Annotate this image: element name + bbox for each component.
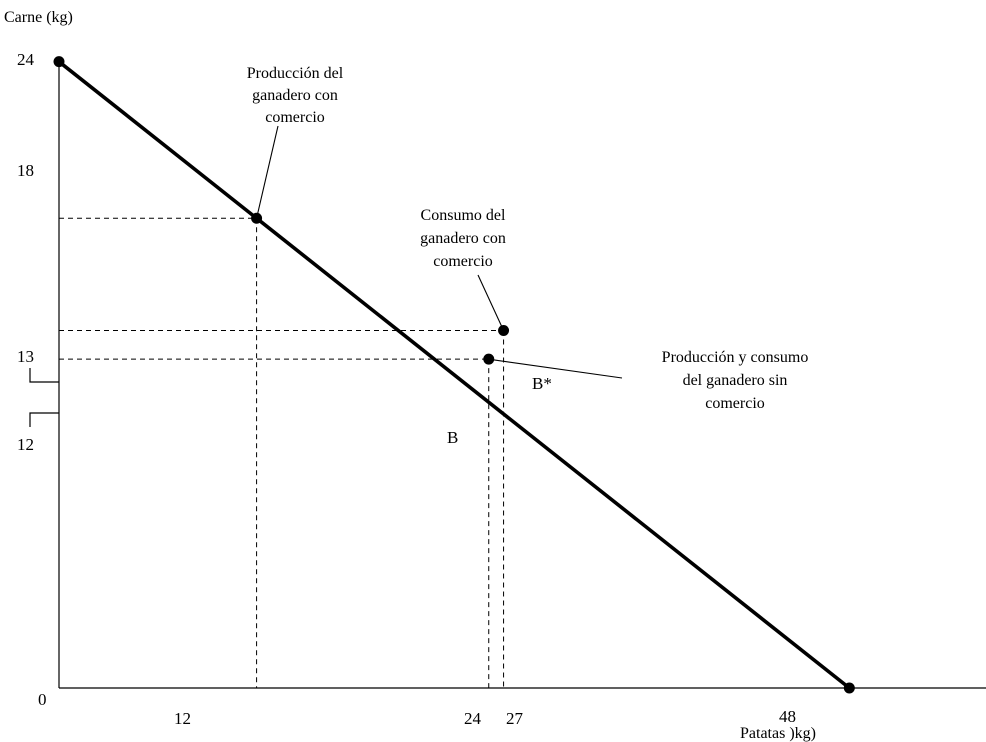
leader-production-consumption-without-trade [488, 358, 623, 379]
x-axis-label: Patatas )kg) [740, 725, 816, 742]
y-tick-label-13: 13 [17, 347, 34, 366]
annotation-leaders [256, 125, 623, 379]
annotation-line: comercio [265, 109, 325, 126]
leader-production-with-trade [256, 125, 279, 219]
x-tick-label-27: 27 [506, 709, 524, 728]
annotation-line: Consumo del [421, 207, 506, 224]
point-label-b: B [447, 428, 458, 447]
point-B-star [498, 324, 510, 336]
labels-layer: Carne (kg) Patatas )kg) 24 18 13 12 0 12… [4, 9, 816, 742]
annotation-production-with-trade: Producción del ganadero con comercio [247, 65, 344, 126]
series-layer [57, 60, 851, 690]
annotation-line: comercio [705, 395, 765, 412]
y-tick-label-18: 18 [17, 161, 34, 180]
annotation-consumption-with-trade: Consumo del ganadero con comercio [420, 207, 506, 270]
annotation-line: ganadero con [252, 87, 338, 104]
leader-consumption-with-trade [477, 274, 505, 331]
axes [29, 60, 986, 689]
point-B [483, 353, 495, 365]
x-tick-label-24: 24 [464, 709, 482, 728]
guide-lines [59, 217, 505, 688]
y-bracket-13 [29, 368, 59, 383]
annotation-production-consumption-without-trade: Producción y consumo del ganadero sin co… [662, 349, 809, 412]
annotation-line: del ganadero sin [683, 372, 788, 389]
annotation-line: comercio [433, 253, 493, 270]
y-bracket-12 [29, 412, 59, 427]
x-tick-label-48: 48 [779, 707, 796, 726]
x-tick-label-12: 12 [174, 709, 191, 728]
annotation-line: Producción y consumo [662, 349, 809, 366]
point-bottom [843, 682, 855, 694]
y-tick-label-24: 24 [17, 50, 35, 69]
annotation-line: Producción del [247, 65, 344, 82]
series-line-0 [57, 60, 851, 690]
point-label-b-star: B* [532, 374, 552, 393]
origin-label: 0 [38, 690, 47, 709]
points-layer [53, 56, 855, 694]
y-tick-label-12: 12 [17, 435, 34, 454]
annotation-line: ganadero con [420, 230, 506, 247]
y-axis-label: Carne (kg) [4, 9, 73, 26]
point-production-with-trade [251, 212, 263, 224]
point-top [53, 56, 65, 68]
